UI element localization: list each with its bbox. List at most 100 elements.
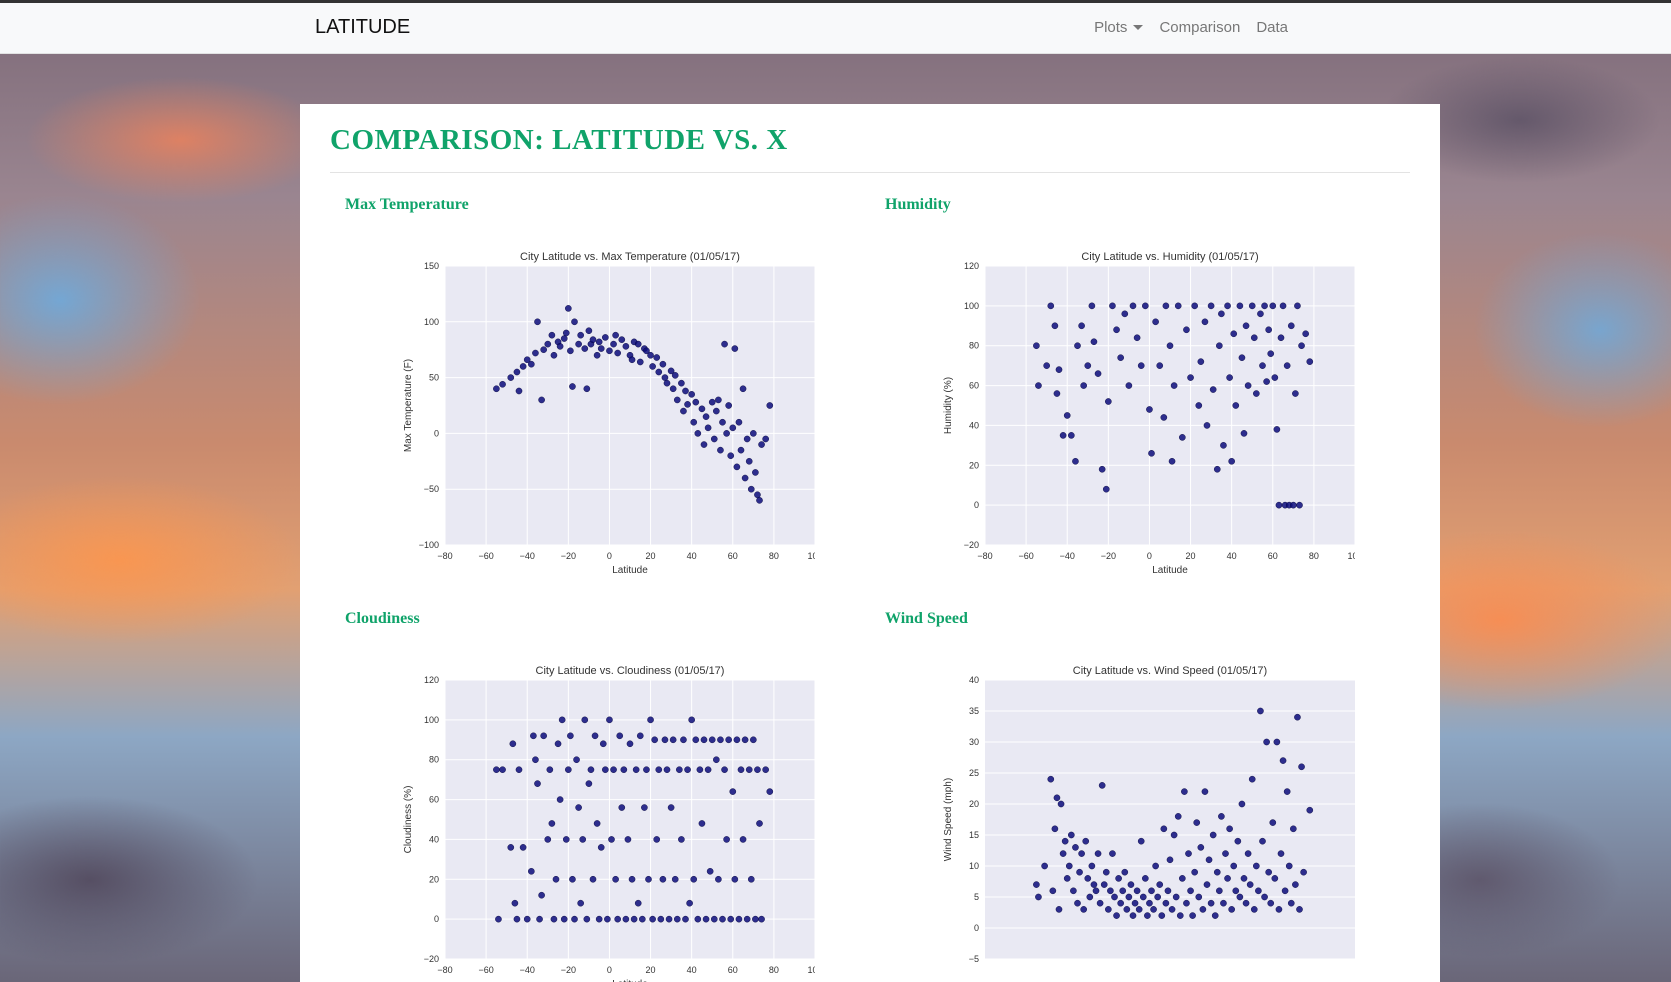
data-point (686, 899, 693, 907)
nav-plots-dropdown[interactable]: Plots (1086, 19, 1151, 36)
data-point (1197, 844, 1205, 851)
data-point (562, 329, 570, 337)
data-point (643, 347, 650, 355)
data-point (509, 740, 517, 748)
data-point (528, 868, 535, 875)
data-point (1292, 881, 1299, 888)
brand-link[interactable]: LATITUDE (315, 16, 411, 38)
data-point (698, 405, 706, 413)
y-tick-label: 120 (964, 261, 979, 271)
data-point (1113, 912, 1120, 919)
data-point (583, 385, 591, 393)
nav-comparison-link[interactable]: Comparison (1151, 19, 1248, 36)
nav-data-link[interactable]: Data (1248, 19, 1296, 36)
data-point (1226, 825, 1233, 833)
data-point (585, 327, 593, 335)
data-point (723, 430, 730, 437)
data-point (599, 740, 607, 748)
data-point (1127, 881, 1135, 888)
data-point (766, 402, 774, 409)
data-point (569, 875, 576, 883)
data-point (715, 875, 722, 883)
data-point (1072, 844, 1079, 851)
data-point (731, 875, 739, 883)
data-point (532, 349, 539, 357)
data-point (735, 915, 743, 923)
data-point (567, 732, 574, 740)
data-point (1053, 390, 1061, 397)
y-tick-label: 0 (974, 500, 979, 510)
data-point (647, 351, 654, 359)
data-point (669, 385, 677, 393)
data-point (747, 485, 755, 493)
data-point (1236, 893, 1244, 901)
data-point (1187, 374, 1194, 381)
data-point (688, 716, 695, 724)
data-point (540, 346, 547, 353)
data-point (604, 915, 611, 923)
data-point (766, 788, 774, 795)
y-axis-label: Max Temperature (F) (403, 359, 414, 452)
y-tick-label: 40 (969, 675, 979, 685)
data-point (715, 396, 722, 404)
data-point (597, 345, 605, 352)
data-point (684, 401, 691, 408)
data-point (704, 766, 712, 773)
data-point (741, 474, 749, 482)
data-point (575, 804, 582, 811)
data-point (653, 836, 661, 843)
data-point (1181, 788, 1188, 795)
x-tick-label: 40 (687, 965, 697, 975)
data-point (548, 331, 556, 339)
data-point (1055, 366, 1063, 373)
data-point (700, 441, 708, 448)
data-point (729, 424, 737, 432)
data-point (1259, 362, 1266, 369)
data-point (1131, 899, 1139, 907)
data-point (589, 875, 597, 883)
data-point (752, 469, 759, 476)
data-point (569, 383, 576, 390)
data-point (708, 398, 716, 406)
data-point (1255, 887, 1262, 895)
data-point (1248, 775, 1256, 783)
x-tick-label: −40 (1060, 551, 1075, 561)
data-point (1220, 899, 1227, 907)
data-point (1074, 342, 1081, 350)
data-point (680, 736, 687, 744)
data-point (1183, 326, 1190, 334)
data-point (1277, 850, 1285, 857)
y-tick-label: 10 (969, 861, 979, 871)
data-point (1298, 342, 1305, 350)
data-point (710, 435, 718, 443)
data-point (1125, 382, 1133, 389)
data-point (1218, 813, 1225, 820)
data-point (710, 915, 718, 923)
data-point (1269, 302, 1277, 310)
data-point (636, 358, 644, 366)
data-point (1152, 862, 1159, 870)
data-point (641, 804, 648, 811)
data-point (1084, 875, 1092, 882)
y-tick-label: 60 (969, 381, 979, 391)
data-point (597, 844, 605, 851)
data-point (595, 915, 603, 923)
nav-data-label: Data (1256, 19, 1288, 36)
data-point (1105, 398, 1112, 405)
data-point (1201, 318, 1209, 326)
data-point (534, 780, 541, 787)
data-point (1265, 868, 1272, 876)
data-point (729, 788, 737, 795)
y-tick-label: 0 (434, 428, 439, 438)
data-point (1302, 330, 1309, 338)
data-point (702, 413, 710, 420)
data-point (1281, 887, 1289, 895)
top-border (0, 0, 1671, 3)
data-point (756, 497, 763, 504)
data-point (690, 418, 698, 426)
data-point (614, 349, 621, 357)
data-point (1109, 302, 1116, 310)
data-point (1240, 430, 1248, 437)
data-point (550, 915, 558, 923)
data-point (515, 387, 523, 395)
